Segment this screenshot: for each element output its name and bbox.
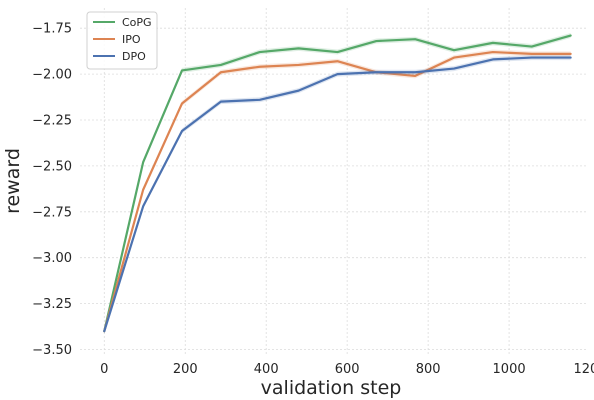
- y-tick-label: −3.00: [32, 251, 72, 266]
- x-tick-label: 200: [173, 362, 198, 377]
- series-lines: [103, 33, 572, 334]
- y-tick-label: −2.75: [32, 205, 72, 220]
- legend-box: [86, 11, 158, 70]
- y-tick-label: −3.25: [32, 297, 72, 312]
- y-tick-label: −3.50: [32, 343, 72, 358]
- y-tick-label: −1.75: [32, 22, 72, 37]
- x-tick-label: 800: [416, 362, 441, 377]
- y-axis-label: reward: [2, 148, 24, 214]
- y-tick-label: −2.25: [32, 113, 72, 128]
- legend-label-dpo: DPO: [122, 50, 146, 63]
- x-tick-label: 1200: [574, 362, 594, 377]
- legend-label-copg: CoPG: [122, 16, 152, 29]
- x-tick-label: 1000: [493, 362, 526, 377]
- x-axis-label: validation step: [261, 377, 402, 399]
- x-tick-label: 0: [100, 362, 108, 377]
- legend-label-ipo: IPO: [122, 33, 141, 46]
- x-tick-label: 600: [335, 362, 360, 377]
- plot-background: [80, 8, 586, 355]
- y-tick-label: −2.00: [32, 68, 72, 83]
- x-tick-label: 400: [254, 362, 279, 377]
- tick-labels: 0 200 400 600 800 1000 1200 −3.50 −3.25 −3.00 −2.7…: [32, 22, 594, 377]
- y-tick-label: −2.50: [32, 159, 72, 174]
- legend: CoPG IPO DPO: [86, 11, 158, 70]
